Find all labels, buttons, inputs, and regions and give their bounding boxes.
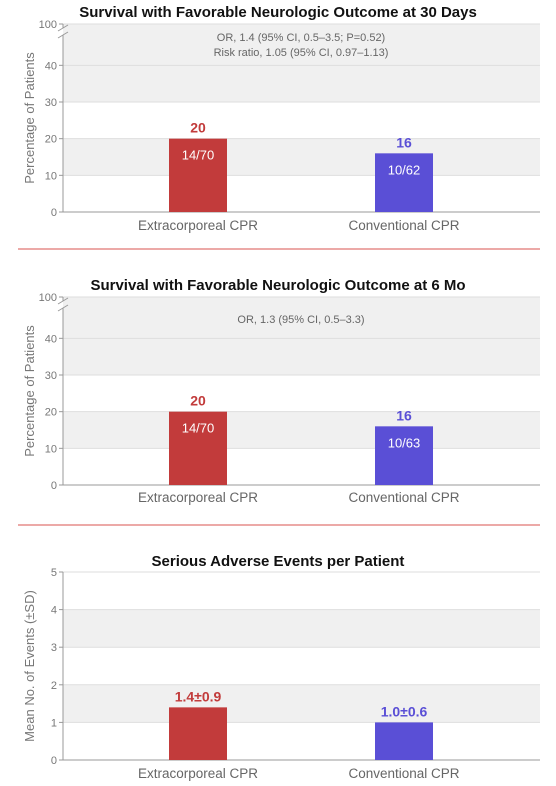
bar	[169, 411, 227, 485]
category-label: Extracorporeal CPR	[138, 766, 258, 781]
axis-break-mark	[57, 24, 69, 32]
y-axis-label: Mean No. of Events (±SD)	[22, 590, 37, 742]
y-axis-label: Percentage of Patients	[22, 325, 37, 457]
y-tick-label: 4	[51, 605, 57, 617]
category-label: Conventional CPR	[348, 490, 459, 505]
y-tick-label: 10	[45, 170, 57, 182]
grid-band	[63, 609, 540, 648]
y-tick-label: 0	[51, 207, 57, 219]
stat-annotation: Risk ratio, 1.05 (95% CI, 0.97–1.13)	[214, 47, 389, 59]
bar	[169, 707, 227, 760]
grid-band	[63, 338, 540, 375]
grid-band	[63, 138, 540, 176]
bar-count-label: 10/62	[388, 162, 421, 177]
bar-value-label: 20	[190, 120, 206, 136]
grid-band	[63, 24, 540, 66]
y-tick-label: 40	[45, 333, 57, 345]
y-tick-label: 0	[51, 755, 57, 767]
chart-panel-3: Serious Adverse Events per Patient 0 1 2 3 4 5…	[22, 553, 540, 781]
bar-count-label: 14/70	[182, 421, 215, 436]
bar-count-label: 14/70	[182, 148, 215, 163]
y-tick-label: 100	[39, 292, 57, 304]
y-tick-label: 2	[51, 680, 57, 692]
bar-value-label: 16	[396, 407, 412, 423]
bar-value-label: 20	[190, 393, 206, 409]
axis-break-mark	[57, 31, 69, 39]
category-label: Conventional CPR	[348, 766, 459, 781]
y-tick-label: 20	[45, 134, 57, 146]
y-tick-label: 1	[51, 717, 57, 729]
y-tick-label: 10	[45, 443, 57, 455]
stat-annotation: OR, 1.4 (95% CI, 0.5–3.5; P=0.52)	[217, 32, 385, 44]
bar	[375, 153, 433, 212]
y-axis-label: Percentage of Patients	[22, 52, 37, 184]
y-tick-label: 0	[51, 480, 57, 492]
chart-panel-2: Survival with Favorable Neurologic Outco…	[22, 277, 540, 505]
grid-band	[63, 65, 540, 102]
category-label: Extracorporeal CPR	[138, 218, 258, 233]
category-label: Extracorporeal CPR	[138, 490, 258, 505]
bar-value-label: 16	[396, 134, 412, 150]
grid-band	[63, 684, 540, 723]
chart-title: Survival with Favorable Neurologic Outco…	[90, 277, 465, 294]
y-tick-label: 30	[45, 97, 57, 109]
bar	[375, 426, 433, 485]
bar	[169, 138, 227, 212]
chart-panel-1: Survival with Favorable Neurologic Outco…	[22, 4, 540, 233]
y-tick-label: 100	[39, 19, 57, 31]
grid-band	[63, 297, 540, 339]
y-tick-label: 20	[45, 407, 57, 419]
grid-band	[63, 411, 540, 449]
y-tick-label: 3	[51, 642, 57, 654]
stat-annotation: OR, 1.3 (95% CI, 0.5–3.3)	[237, 314, 364, 326]
chart-title: Survival with Favorable Neurologic Outco…	[79, 4, 477, 21]
bar-count-label: 10/63	[388, 435, 421, 450]
bar	[375, 722, 433, 760]
chart-title: Serious Adverse Events per Patient	[152, 553, 405, 570]
y-tick-label: 30	[45, 370, 57, 382]
axis-break-mark	[57, 304, 69, 312]
y-tick-label: 5	[51, 567, 57, 579]
category-label: Conventional CPR	[348, 218, 459, 233]
bar-value-label: 1.0±0.6	[381, 703, 428, 719]
axis-break-mark	[57, 297, 69, 305]
bar-value-label: 1.4±0.9	[175, 688, 222, 704]
y-tick-label: 40	[45, 60, 57, 72]
